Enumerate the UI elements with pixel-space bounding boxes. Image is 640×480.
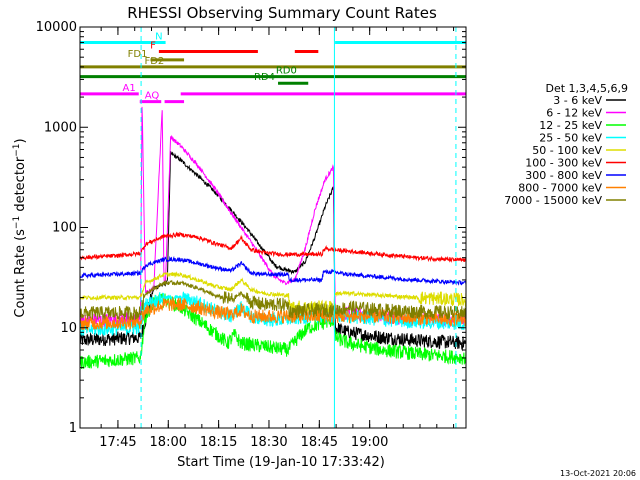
- y-axis-label-sup1: −1: [12, 216, 22, 229]
- legend-label-1: 6 - 12 keV: [546, 107, 602, 120]
- legend-label-6: 300 - 800 keV: [525, 169, 602, 182]
- x-tick-label: 18:15: [200, 435, 237, 450]
- y-axis-label-main: Count Rate (s: [13, 229, 28, 318]
- x-tick-label: 17:45: [99, 435, 136, 450]
- flag-label-fd2: FD2: [144, 56, 164, 67]
- flag-label-rd0: RD0: [276, 66, 297, 77]
- legend-label-3: 25 - 50 keV: [539, 132, 602, 145]
- footer-date: 13-Oct-2021 20:06: [560, 469, 636, 478]
- legend-label-4: 50 - 100 keV: [532, 144, 602, 157]
- legend-label-0: 3 - 6 keV: [553, 94, 602, 107]
- series-line-8: [79, 279, 467, 322]
- legend-title: Det 1,3,4,5,6,9: [545, 82, 628, 95]
- chart-title: RHESSI Observing Summary Count Rates: [127, 4, 437, 22]
- x-tick-label: 18:45: [301, 435, 338, 450]
- y-tick-label: 10: [60, 321, 77, 336]
- y-tick-label: 1: [69, 421, 77, 436]
- x-tick-label: 18:00: [150, 435, 187, 450]
- flag-label-n: N: [155, 32, 162, 43]
- y-axis-label-sup2: −1: [12, 143, 22, 156]
- flag-label-fd1: FD1: [128, 49, 148, 60]
- legend-label-5: 100 - 300 keV: [525, 157, 602, 170]
- series-line-5: [79, 231, 467, 263]
- series-line-4: [79, 271, 467, 315]
- x-tick-label: 19:00: [351, 435, 388, 450]
- y-tick-label: 100: [52, 221, 77, 236]
- axis-layer: 1 10 100 1000 10000 17:45 18:00 18:15 18:30 18:45…: [36, 20, 467, 450]
- series-line-6: [79, 255, 467, 286]
- x-tick-label: 18:30: [250, 435, 287, 450]
- series-line-7: [79, 296, 467, 331]
- series-line-2: [79, 293, 467, 370]
- series-layer: [79, 106, 467, 370]
- y-axis-label-end: ): [13, 138, 28, 143]
- y-tick-label: 10000: [36, 20, 77, 35]
- flag-label-rd4: RD4: [254, 72, 275, 83]
- flag-label-aq: AQ: [145, 91, 160, 102]
- y-axis-label-mid: detector: [13, 156, 28, 216]
- legend-label-7: 800 - 7000 keV: [518, 182, 602, 195]
- y-axis-label: Count Rate (s−1 detector−1): [12, 138, 28, 317]
- legend-label-8: 7000 - 15000 keV: [504, 194, 602, 207]
- flag-label-a1: A1: [123, 83, 136, 94]
- flag-label-f: F: [150, 40, 156, 51]
- legend-label-2: 12 - 25 keV: [539, 119, 602, 132]
- x-axis-label: Start Time (19-Jan-10 17:33:42): [177, 455, 385, 470]
- y-tick-label: 1000: [44, 120, 77, 135]
